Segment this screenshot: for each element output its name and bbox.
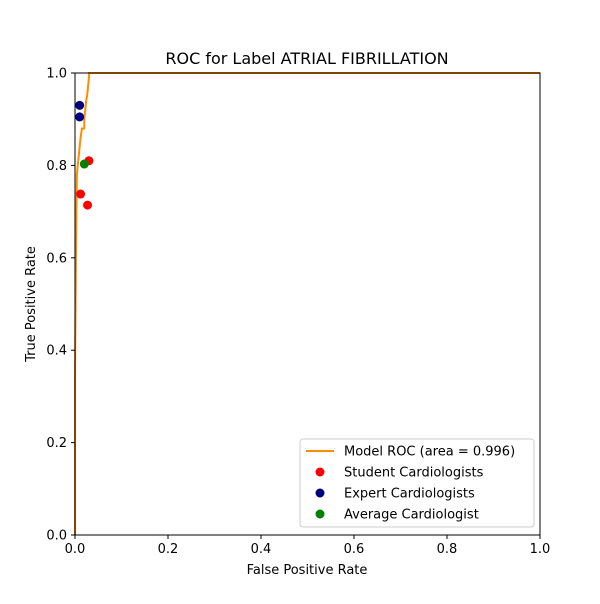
y-tick-label: 1.0 [46, 67, 67, 82]
legend-swatch-marker [315, 467, 325, 477]
plot-area [74, 72, 540, 535]
x-tick-label: 0.4 [251, 542, 272, 557]
legend-label: Student Cardiologists [344, 466, 484, 481]
x-axis: 0.0 0.2 0.4 0.6 0.8 1.0 [65, 535, 551, 557]
y-tick-label: 0.2 [46, 436, 67, 451]
legend-swatch-marker [315, 488, 325, 498]
legend-label: Model ROC (area = 0.996) [344, 445, 515, 460]
scatter-point-student-cardiologists-2 [83, 200, 93, 210]
legend-box [299, 438, 535, 528]
legend: Model ROC (area = 0.996) Student Cardiolo… [299, 438, 535, 528]
y-tick-label: 0.0 [46, 529, 67, 544]
x-tick-label: 0.8 [437, 542, 458, 557]
axes-frame [74, 72, 541, 536]
legend-label: Expert Cardiologists [344, 487, 475, 502]
x-tick-label: 0.2 [158, 542, 179, 557]
series-line-model-roc [74, 72, 540, 535]
x-tick-label: 0.0 [65, 542, 86, 557]
scatter-point-average-cardiologist-0 [79, 159, 89, 169]
y-tick-label: 0.8 [46, 159, 67, 174]
x-axis-label: False Positive Rate [247, 563, 368, 578]
y-axis: 0.0 0.2 0.4 0.6 0.8 1.0 [46, 67, 75, 544]
legend-label: Average Cardiologist [344, 508, 479, 523]
x-tick-label: 1.0 [530, 542, 551, 557]
scatter-point-expert-cardiologists-1 [75, 112, 85, 122]
scatter-point-student-cardiologists-0 [76, 189, 86, 199]
scatter-point-expert-cardiologists-0 [75, 100, 85, 110]
legend-swatch-marker [315, 509, 325, 519]
y-tick-label: 0.6 [46, 251, 67, 266]
y-axis-label: True Positive Rate [24, 246, 39, 363]
chart-title: ROC for Label ATRIAL FIBRILLATION [165, 49, 448, 68]
x-tick-label: 0.6 [344, 542, 365, 557]
y-tick-label: 0.4 [46, 344, 67, 359]
